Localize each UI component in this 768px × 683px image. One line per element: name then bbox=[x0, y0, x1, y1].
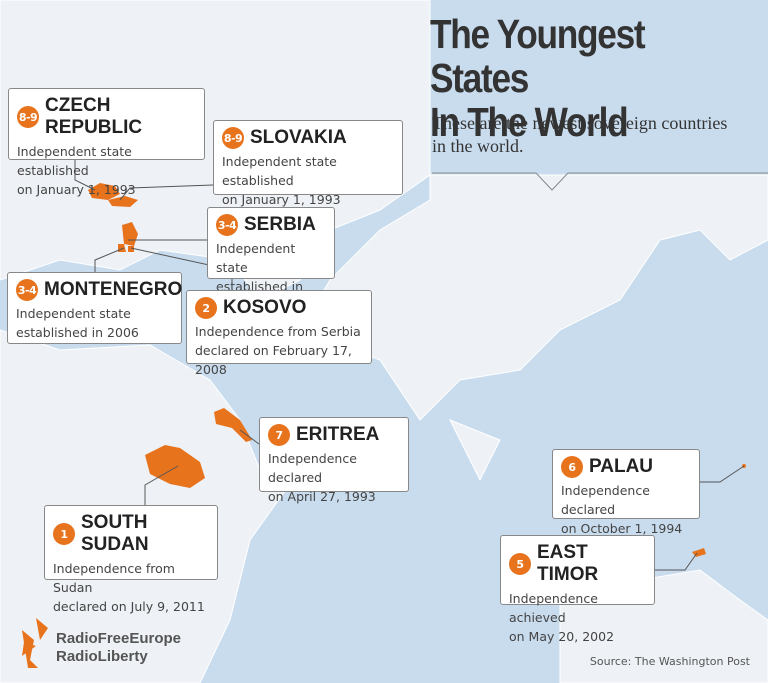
logo-line: RadioFreeEurope bbox=[56, 630, 182, 647]
callout: 3-4 MONTENEGRO Independent state establishe… bbox=[7, 272, 182, 344]
description-line: declared on February 17, 2008 bbox=[195, 343, 352, 377]
country-name: SLOVAKIA bbox=[250, 127, 347, 148]
rank-badge: 3-4 bbox=[216, 214, 238, 236]
rank-badge: 8-9 bbox=[222, 127, 244, 149]
callout: 8-9 SLOVAKIA Independent state established… bbox=[213, 120, 403, 207]
callout: 3-4 SERBIA Independent state established in… bbox=[207, 207, 335, 313]
rank-badge: 5 bbox=[509, 553, 531, 575]
description: Independence from Serbia declared on Febr… bbox=[195, 322, 363, 379]
description-line: Independent state established bbox=[17, 144, 132, 178]
logo-icon bbox=[22, 618, 48, 668]
country-name: MONTENEGRO bbox=[44, 279, 183, 300]
callout-head: 6 PALAU bbox=[561, 456, 691, 478]
callout: 8-9 CZECH REPUBLIC Independent state estab… bbox=[8, 88, 205, 197]
description-line: Independent state established bbox=[222, 154, 337, 188]
rank-badge: 8-9 bbox=[17, 106, 39, 128]
rank-badge: 3-4 bbox=[16, 279, 38, 301]
subtitle-line: in the world. bbox=[432, 136, 524, 156]
description-line: on January 1, 1993 bbox=[222, 192, 341, 207]
callout-head: 1 SOUTH SUDAN bbox=[53, 512, 209, 556]
callout-head: 8-9 CZECH REPUBLIC bbox=[17, 95, 196, 139]
description: Independent state established on January … bbox=[17, 142, 196, 199]
callout: 7 ERITREA Independence declared on April 27… bbox=[259, 417, 409, 504]
title-line: The Youngest States bbox=[430, 11, 646, 101]
description-line: Independence from Serbia bbox=[195, 324, 361, 339]
rank-badge: 2 bbox=[195, 297, 217, 319]
callout-head: 2 KOSOVO bbox=[195, 297, 363, 319]
description-line: established in 2006 bbox=[16, 325, 139, 340]
country-name: ERITREA bbox=[296, 424, 380, 445]
callout: 6 PALAU Independence declared on October 1,… bbox=[552, 449, 700, 536]
callout-head: 8-9 SLOVAKIA bbox=[222, 127, 394, 149]
description: Independence achieved on May 20, 2002 bbox=[509, 589, 646, 646]
description-line: Independence from Sudan bbox=[53, 561, 175, 595]
callout: 5 EAST TIMOR Independence achieved on May 2… bbox=[500, 535, 655, 644]
description-line: Independence achieved bbox=[509, 591, 598, 625]
description: Independence declared on October 1, 1994 bbox=[561, 481, 691, 538]
title-line: In The World bbox=[430, 99, 629, 145]
country-name: CZECH REPUBLIC bbox=[45, 95, 143, 138]
country-name: EAST TIMOR bbox=[537, 542, 599, 585]
description: Independent state established in 2006 bbox=[16, 304, 173, 342]
description-line: on October 1, 1994 bbox=[561, 521, 683, 536]
source: Source: The Washington Post bbox=[589, 655, 750, 668]
callout: 1 SOUTH SUDAN Independence from Sudan decla… bbox=[44, 505, 218, 614]
description: Independent state established on January … bbox=[222, 152, 394, 209]
callout-head: 5 EAST TIMOR bbox=[509, 542, 646, 586]
subtitle-line: These are the newest sovereign countries bbox=[432, 113, 728, 133]
callout-head: 3-4 SERBIA bbox=[216, 214, 326, 236]
description-line: Independence declared bbox=[561, 483, 650, 517]
description-line: Independent state bbox=[216, 241, 296, 275]
logo: RadioFreeEurope RadioLiberty bbox=[56, 630, 181, 666]
description-line: Independent state bbox=[16, 306, 131, 321]
rank-badge: 6 bbox=[561, 456, 583, 478]
subtitle: These are the newest sovereign countries… bbox=[432, 112, 727, 158]
description-line: Independence declared bbox=[268, 451, 357, 485]
description: Independence declared on April 27, 1993 bbox=[268, 449, 400, 506]
callout-head: 7 ERITREA bbox=[268, 424, 400, 446]
rank-badge: 7 bbox=[268, 424, 290, 446]
country-name: PALAU bbox=[589, 456, 654, 477]
description: Independence from Sudan declared on July … bbox=[53, 559, 209, 616]
country-name: SOUTH SUDAN bbox=[81, 512, 149, 555]
description-line: on May 20, 2002 bbox=[509, 629, 615, 644]
country-name: SERBIA bbox=[244, 214, 316, 235]
logo-line: RadioLiberty bbox=[56, 648, 148, 665]
country-name: KOSOVO bbox=[223, 297, 307, 318]
rank-badge: 1 bbox=[53, 523, 75, 545]
callout-head: 3-4 MONTENEGRO bbox=[16, 279, 182, 301]
title: The Youngest States In The World bbox=[430, 12, 721, 144]
description-line: declared on July 9, 2011 bbox=[53, 599, 205, 614]
description-line: on April 27, 1993 bbox=[268, 489, 376, 504]
description-line: on January 1, 1993 bbox=[17, 182, 136, 197]
callout: 2 KOSOVO Independence from Serbia declared … bbox=[186, 290, 372, 377]
